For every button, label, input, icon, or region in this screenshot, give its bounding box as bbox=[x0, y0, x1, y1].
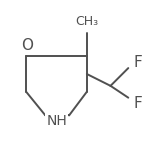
Text: CH₃: CH₃ bbox=[75, 15, 98, 28]
Text: F: F bbox=[134, 96, 142, 111]
Text: O: O bbox=[21, 38, 33, 53]
Text: NH: NH bbox=[46, 114, 67, 128]
Text: F: F bbox=[134, 55, 142, 70]
